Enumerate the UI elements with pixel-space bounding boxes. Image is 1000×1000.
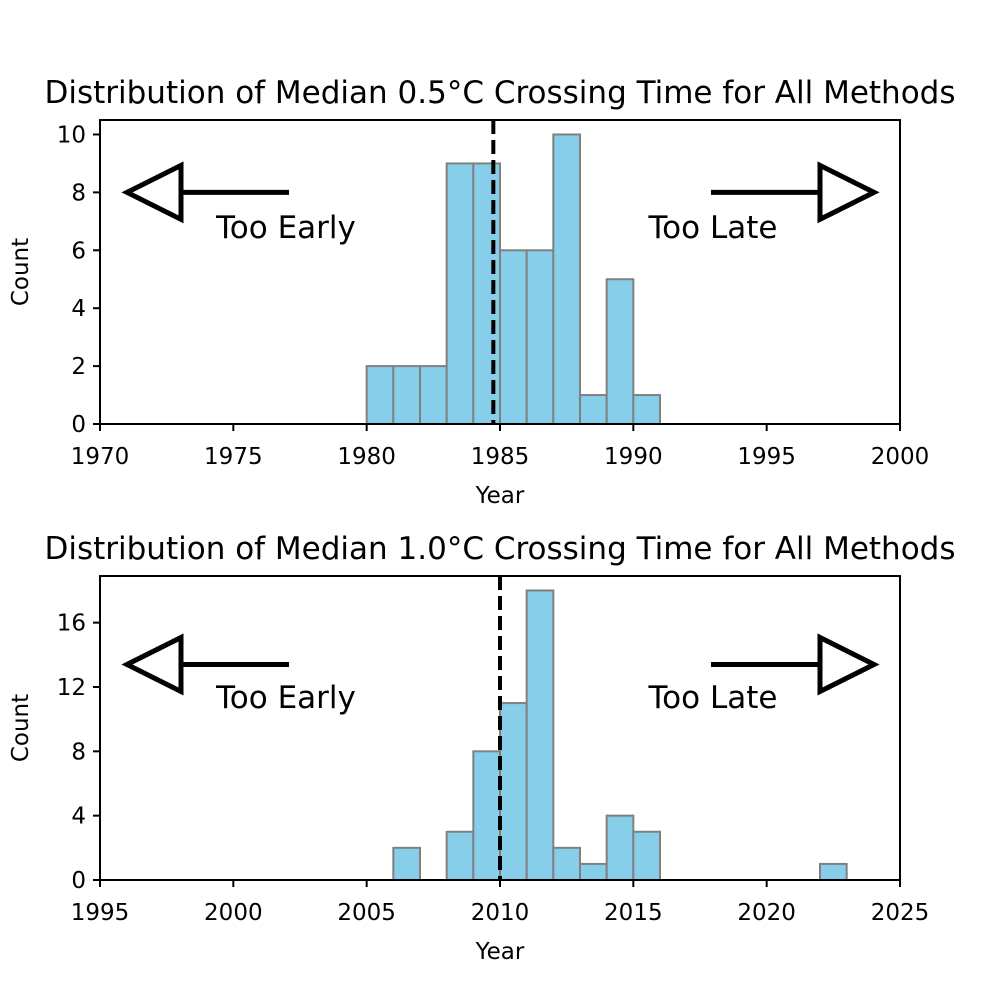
y-axis-ticks: 0 2 4 6 8 10 — [57, 122, 100, 438]
histogram-bar — [499, 702, 528, 881]
y-tick-label: 8 — [71, 739, 86, 765]
x-tick-label: 2005 — [337, 900, 396, 926]
histogram-bar — [579, 394, 608, 425]
x-tick-label: 2000 — [871, 444, 930, 470]
histogram-bar — [392, 365, 422, 426]
y-tick-label: 16 — [57, 611, 86, 637]
histogram-bar — [552, 133, 581, 425]
y-tick-label: 6 — [71, 238, 86, 264]
x-tick-label: 2020 — [737, 900, 796, 926]
histogram-bars — [365, 133, 661, 426]
histogram-bar — [632, 394, 661, 425]
histogram-bar — [499, 249, 528, 425]
left-arrow-head — [121, 161, 184, 224]
x-axis-label: Year — [475, 483, 525, 509]
y-axis-ticks: 0 4 8 12 16 — [57, 611, 100, 894]
histogram-bar — [419, 365, 448, 426]
histogram-bar — [525, 589, 555, 881]
histogram-bar — [552, 846, 581, 881]
y-tick-label: 10 — [57, 122, 86, 148]
x-tick-label: 1990 — [604, 444, 663, 470]
x-tick-label: 2025 — [871, 900, 930, 926]
x-tick-label: 2010 — [471, 900, 530, 926]
y-axis-label: Count — [8, 694, 34, 762]
histogram-bar — [365, 365, 395, 426]
right-arrow-head — [817, 161, 880, 224]
x-tick-label: 1980 — [337, 444, 396, 470]
y-tick-label: 2 — [71, 354, 86, 380]
x-tick-label: 1995 — [71, 900, 130, 926]
histogram-bar — [579, 862, 608, 881]
y-tick-label: 0 — [71, 868, 86, 894]
y-tick-label: 4 — [71, 296, 86, 322]
left-arrow-head — [121, 633, 184, 696]
x-axis-ticks: 1970 1975 1980 1985 1990 1995 2000 — [71, 424, 930, 470]
y-tick-label: 4 — [71, 804, 86, 830]
panel-1-0c: Distribution of Median 1.0°C Crossing Ti… — [8, 531, 956, 965]
histogram-bar — [392, 846, 422, 881]
x-tick-label: 1970 — [71, 444, 130, 470]
too-late-label: Too Late — [648, 210, 778, 246]
x-axis-label: Year — [475, 939, 525, 965]
y-tick-label: 8 — [71, 180, 86, 206]
panel-0-5c: Distribution of Median 0.5°C Crossing Ti… — [8, 75, 956, 509]
x-tick-label: 2015 — [604, 900, 663, 926]
histogram-bars — [392, 589, 848, 881]
chart-title: Distribution of Median 0.5°C Crossing Ti… — [44, 75, 955, 111]
y-axis-label: Count — [8, 238, 34, 306]
x-axis-ticks: 1995 2000 2005 2010 2015 2020 2025 — [71, 880, 930, 926]
x-tick-label: 2000 — [204, 900, 263, 926]
arrow-annotations — [121, 161, 880, 224]
x-tick-label: 1995 — [737, 444, 796, 470]
histogram-bar — [445, 830, 475, 881]
y-tick-label: 0 — [71, 412, 86, 438]
histogram-bar — [525, 249, 555, 425]
x-tick-label: 1985 — [471, 444, 530, 470]
histogram-bar — [605, 814, 635, 881]
histogram-bar — [605, 278, 635, 425]
histogram-bar — [472, 750, 502, 881]
too-early-label: Too Early — [215, 210, 356, 246]
too-late-label: Too Late — [648, 680, 778, 716]
right-arrow-head — [817, 633, 880, 696]
too-early-label: Too Early — [215, 680, 356, 716]
histogram-bar — [472, 162, 502, 426]
y-tick-label: 12 — [57, 675, 86, 701]
x-tick-label: 1975 — [204, 444, 263, 470]
histogram-bar — [819, 862, 848, 881]
histogram-bar — [445, 162, 475, 426]
chart-title: Distribution of Median 1.0°C Crossing Ti… — [44, 531, 955, 567]
arrow-annotations — [121, 633, 880, 696]
histogram-bar — [632, 830, 661, 881]
